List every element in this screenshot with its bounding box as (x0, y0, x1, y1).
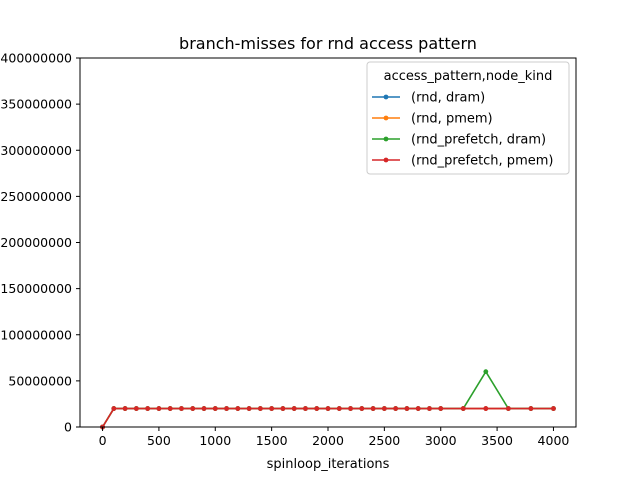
y-tick-label-8: 400000000 (0, 51, 72, 66)
legend-frame (366, 61, 570, 175)
data-point-3-29 (427, 406, 432, 411)
chart-title: branch-misses for rnd access pattern (179, 34, 477, 53)
data-point-3-9 (201, 406, 207, 411)
x-tick-label-1: 500 (147, 433, 171, 448)
data-point-3-20 (325, 406, 331, 411)
series-line-3 (101, 407, 554, 428)
data-point-3-1 (111, 406, 117, 411)
data-point-3-21 (336, 406, 342, 411)
legend-label-2: (rnd_prefetch, dram) (411, 133, 546, 148)
data-point-3-6 (167, 406, 173, 411)
x-tick-label-7: 3500 (481, 433, 513, 448)
y-tick-label-4: 200000000 (0, 235, 72, 250)
legend-marker-0 (383, 94, 389, 100)
legend-label-0: (rnd, dram) (411, 91, 485, 106)
data-point-3-10 (212, 406, 218, 411)
x-tick-label-8: 4000 (538, 433, 570, 448)
data-point-3-32 (483, 406, 489, 411)
x-tick-label-5: 2500 (368, 433, 400, 448)
x-tick-label-3: 1500 (256, 433, 288, 448)
legend-label-3: (rnd_prefetch, pmem) (411, 154, 553, 169)
y-tick-label-3: 150000000 (0, 281, 72, 296)
data-point-3-30 (438, 406, 444, 411)
legend: access_pattern,node_kind (rnd, dram) (rnd… (366, 61, 570, 175)
series-line-0 (101, 407, 554, 428)
y-tick-label-0: 0 (64, 420, 72, 435)
data-point-3-26 (393, 406, 399, 411)
data-point-3-8 (190, 406, 196, 411)
data-point-3-19 (314, 406, 320, 411)
legend-marker-2 (383, 136, 389, 142)
y-tick-label-6: 300000000 (0, 143, 72, 158)
data-point-3-34 (528, 406, 534, 411)
data-point-3-33 (505, 406, 511, 411)
data-point-3-15 (269, 406, 275, 411)
data-point-3-24 (370, 406, 376, 411)
data-point-3-3 (133, 406, 139, 411)
x-tick-label-4: 2000 (312, 433, 344, 448)
data-point-3-12 (235, 406, 241, 411)
x-tick-label-2: 1000 (199, 433, 231, 448)
data-point-3-28 (415, 406, 421, 411)
data-point-3-31 (460, 406, 466, 411)
data-point-3-17 (291, 406, 297, 411)
x-tick-label-6: 3000 (425, 433, 457, 448)
y-tick-label-2: 100000000 (0, 327, 72, 342)
y-tick-label-5: 250000000 (0, 189, 72, 204)
data-point-3-13 (246, 406, 252, 411)
data-point-3-2 (122, 406, 128, 411)
y-tick-label-1: 50000000 (8, 373, 72, 388)
data-point-3-22 (348, 406, 353, 411)
data-point-3-11 (224, 406, 229, 411)
series-line-1 (101, 407, 554, 428)
x-tick-label-0: 0 (99, 433, 107, 448)
data-point-3-7 (179, 406, 184, 411)
x-axis-label: spinloop_iterations (267, 457, 390, 472)
legend-label-1: (rnd, pmem) (411, 112, 493, 127)
data-point-3-35 (551, 406, 556, 411)
data-point-3-23 (359, 406, 365, 411)
legend-marker-1 (383, 115, 389, 121)
data-point-2-32 (483, 369, 489, 375)
data-point-3-27 (404, 406, 410, 411)
data-point-3-16 (280, 406, 286, 411)
data-point-3-5 (156, 406, 162, 411)
plot-area: 0 500 1000 1500 2000 2500 3000 3500 4000 0 5000000… (0, 51, 577, 448)
data-point-3-4 (145, 406, 151, 411)
data-point-3-18 (303, 406, 308, 411)
legend-title: access_pattern,node_kind (384, 69, 553, 84)
data-point-3-14 (257, 406, 263, 411)
data-point-3-25 (381, 406, 387, 411)
legend-marker-3 (383, 157, 389, 163)
y-tick-label-7: 350000000 (0, 97, 72, 112)
series-line-2 (101, 370, 554, 428)
